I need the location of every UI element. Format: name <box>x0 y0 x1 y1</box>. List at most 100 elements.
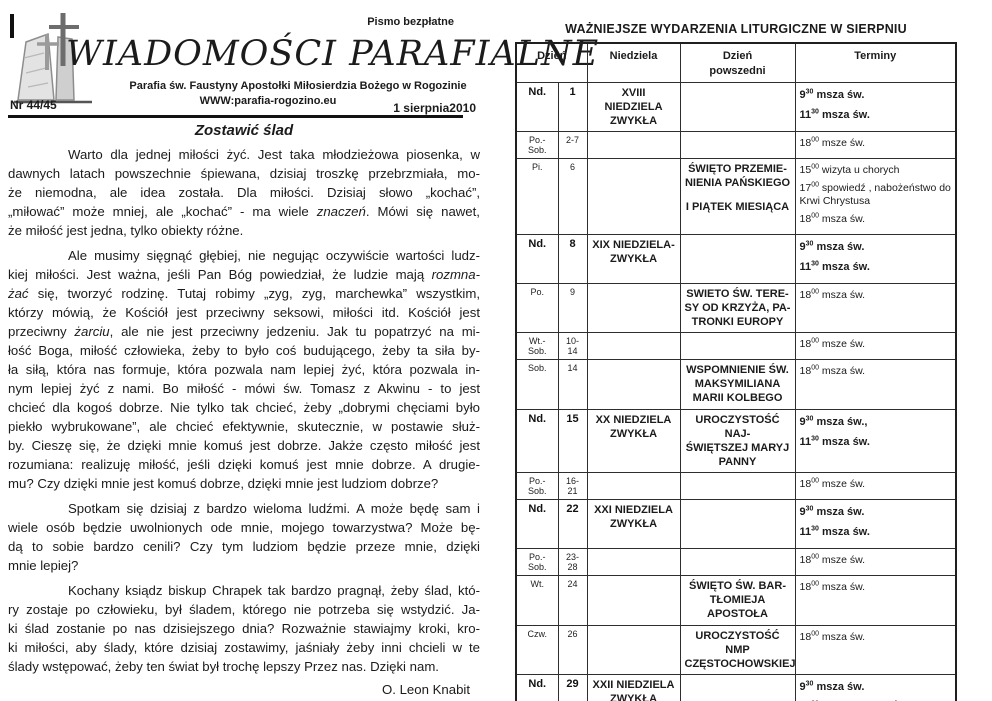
event-line: UROCZYSTOŚĆ NMP <box>695 630 780 656</box>
table-row: Wt. 24 ŚWIĘTO ŚW. BAR- TŁOMIEJA APOSTOŁA 1800… <box>515 575 957 626</box>
terms-cell: 1800 msza św. <box>794 359 957 410</box>
term-line: 1130 msza św. <box>799 260 870 273</box>
term-line: 930 msza św. <box>799 240 865 253</box>
table-row: Nd. 15 XX NIEDZIELA ZWYKŁA UROCZYSTOŚĆ NAJ- Ś… <box>515 409 957 473</box>
events-table-title: WAŻNIEJSZE WYDARZENIA LITURGICZNE W SIER… <box>565 22 907 36</box>
date-cell: 2-7 <box>557 131 588 159</box>
table-row: Po.-Sob. 23-28 1800 msze św. <box>515 548 957 576</box>
terms-cell: 1800 msza św. <box>794 283 957 333</box>
terms-cell: 930 msza św. 1130 msza św. <box>794 82 957 132</box>
article-line: dawnych latach powszechnie śpiewana, dzi… <box>8 166 480 181</box>
masthead-divider <box>8 115 463 118</box>
weekday-cell <box>679 674 796 701</box>
sunday-cell <box>586 332 681 360</box>
sunday-cell: XIX NIEDZIELA- ZWYKŁA <box>586 234 681 284</box>
term-line: 1800 msze św. <box>799 136 866 150</box>
article-line: przeciwny żarciu, ale nie jest przeciwny… <box>8 324 480 339</box>
terms-cell: 930 msza św.1130 msza św., DOŻYNKI <box>794 674 957 701</box>
event-line: APOSTOŁA <box>707 608 768 620</box>
event-line: UROCZYSTOŚĆ NAJ- <box>695 414 780 440</box>
sunday-cell <box>586 472 681 500</box>
newsletter-title: WIADOMOŚCI PARAFIALNE <box>66 34 600 74</box>
date-cell: 1 <box>557 82 588 132</box>
article-line: że niemodna, ale idea została. Dla miłoś… <box>8 185 480 200</box>
day-cell: Sob. <box>515 359 559 410</box>
term-line: 930 msza św. <box>799 680 865 693</box>
event-line: MAKSYMILIANA <box>694 378 781 390</box>
weekday-cell <box>679 131 796 159</box>
sunday-cell <box>586 158 681 235</box>
website-line: WWW:parafia-rogozino.eu <box>199 95 337 107</box>
event-line <box>685 190 791 200</box>
sunday-cell <box>586 548 681 576</box>
term-line: 930 msza św. <box>799 88 865 101</box>
day-cell: Pi. <box>515 158 559 235</box>
terms-cell: 1800 msze św. <box>794 472 957 500</box>
day-cell: Nd. <box>515 82 559 132</box>
sunday-cell <box>586 575 681 626</box>
term-line: 1800 msza św. <box>799 630 866 644</box>
term-line: 1800 msza św. <box>799 364 866 378</box>
weekday-cell <box>679 548 796 576</box>
table-row: Czw. 26 UROCZYSTOŚĆ NMP CZĘSTOCHOWSKIEJ 1800… <box>515 625 957 675</box>
event-line: WSPOMNIENIE ŚW. <box>686 364 789 376</box>
sunday-cell: XXII NIEDZIELA ZWYKŁA <box>586 674 681 701</box>
day-cell: Czw. <box>515 625 559 675</box>
weekday-cell <box>679 234 796 284</box>
table-row: Po.-Sob. 2-7 1800 msze św. <box>515 131 957 159</box>
article-line: wiele osób będzie uwolnionych ode mnie, … <box>8 520 480 535</box>
date-cell: 26 <box>557 625 588 675</box>
day-cell: Po. <box>515 283 559 333</box>
term-line: 930 msza św., <box>799 415 868 428</box>
event-line: SWIETO ŚW. TERE- <box>686 288 789 300</box>
article-line: ry zostaje po człowieku, był śladem, któ… <box>8 602 480 617</box>
event-line: XX NIEDZIELA <box>595 414 672 426</box>
date-cell: 23-28 <box>557 548 588 576</box>
article: Zostawić ślad Warto dla jednej miłości ż… <box>8 122 480 697</box>
term-line: 1800 msze św. <box>799 477 866 491</box>
event-line: XXII NIEDZIELA <box>592 679 675 691</box>
article-line: nym lepiej żyć z nami. Bo miłość - mówi … <box>8 381 480 396</box>
table-row: Wt.-Sob. 10-14 1800 msze św. <box>515 332 957 360</box>
liturgical-events-table: Dzień Niedziela Dzień powszedni Terminy Nd.… <box>515 42 957 701</box>
term-line: 1800 msza św. <box>799 288 866 302</box>
scan-mark <box>10 14 14 38</box>
article-line: żać się, tworzyć rodzinę. Tutaj robimy „… <box>8 286 480 301</box>
weekday-cell: ŚWIĘTO ŚW. BAR- TŁOMIEJA APOSTOŁA <box>679 575 796 626</box>
date-cell: 9 <box>557 283 588 333</box>
event-line: TŁOMIEJA <box>709 594 766 606</box>
weekday-cell: ŚWIĘTO PRZEMIE- NIENIA PAŃSKIEGO I PIĄTEK … <box>679 158 796 235</box>
terms-cell: 1800 msze św. <box>794 131 957 159</box>
weekday-cell <box>679 499 796 549</box>
article-line: Warto dla jednej miłości żyć. Jest taka … <box>68 147 480 162</box>
date-cell: 16-21 <box>557 472 588 500</box>
event-line: I PIĄTEK MIESIĄCA <box>685 201 790 213</box>
article-title: Zostawić ślad <box>194 122 294 139</box>
table-row: Nd. 8 XIX NIEDZIELA- ZWYKŁA 930 msza św. 1130… <box>515 234 957 284</box>
day-cell: Po.-Sob. <box>515 548 559 576</box>
date-cell: 14 <box>557 359 588 410</box>
date-cell: 15 <box>557 409 588 473</box>
sunday-cell <box>586 283 681 333</box>
column-header: Niedziela <box>586 42 681 83</box>
event-line: ZWYKŁA <box>609 428 658 440</box>
day-cell: Nd. <box>515 674 559 701</box>
date-cell: 8 <box>557 234 588 284</box>
article-line: łość Boga, miłość człowieka, żeby to był… <box>8 343 480 358</box>
article-line: którzy mówią, że Kościół jest przeciwny … <box>8 305 480 320</box>
event-line: PANNY <box>718 456 757 468</box>
event-line: ZWYKŁA <box>609 693 658 701</box>
event-line: ŚWIĘTO PRZEMIE- <box>688 163 787 175</box>
table-header-row: Dzień Niedziela Dzień powszedni Terminy <box>515 42 957 83</box>
table-row: Pi. 6 ŚWIĘTO PRZEMIE- NIENIA PAŃSKIEGO I PIĄ… <box>515 158 957 235</box>
event-line: XXI NIEDZIELA <box>594 504 673 516</box>
weekday-cell: UROCZYSTOŚĆ NAJ- ŚWIĘTSZEJ MARYJ PANNY <box>679 409 796 473</box>
term-line: 1130 msza św. <box>799 108 870 121</box>
article-paragraph: Spotkam się dzisiaj z bardzo wieloma lud… <box>8 499 480 575</box>
sunday-cell <box>586 625 681 675</box>
term-line: 1130 msza św. <box>799 435 870 448</box>
terms-cell: 930 msza św. 1130 msza św. <box>794 499 957 549</box>
term-line: 1500 wizyta u chorych <box>799 163 900 177</box>
event-line: XVIII NIEDZIELA <box>604 87 663 113</box>
table-row: Po.-Sob. 16-21 1800 msze św. <box>515 472 957 500</box>
